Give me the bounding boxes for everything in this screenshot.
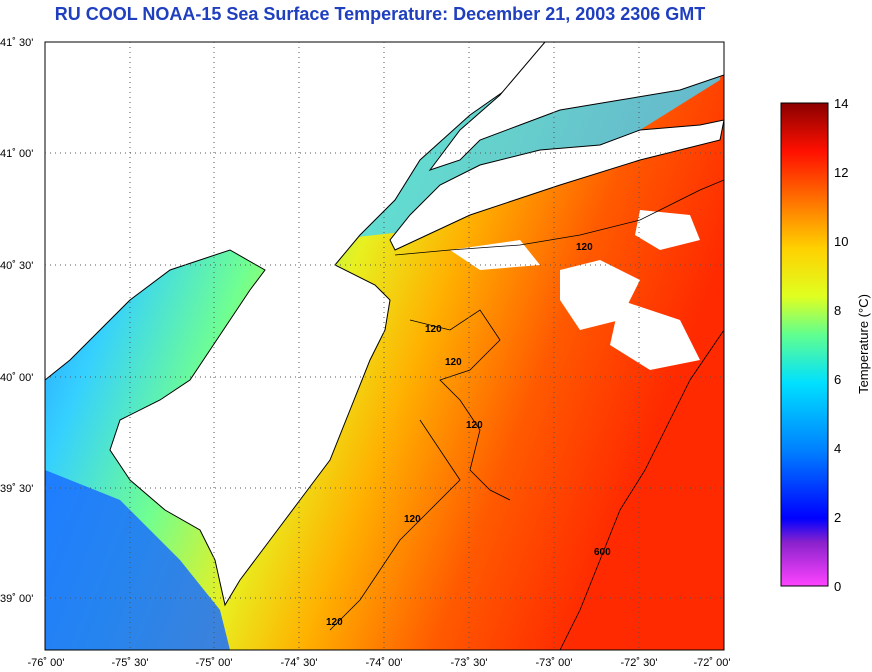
graticule [45,42,724,650]
lat-label: 41˚ 00' [0,148,33,160]
lon-label: -74˚ 00' [366,657,403,669]
lon-label: -72˚ 00' [694,657,731,669]
colorbar-tick-label: 8 [834,303,841,318]
colorbar-tick-label: 14 [834,96,848,111]
cloud-mask [635,210,700,250]
contour-label: 120 [445,357,462,368]
colorbar-tick-label: 2 [834,510,841,525]
contour-label: 600 [594,547,611,558]
cloud-mask [450,240,540,270]
lon-label: -76˚ 00' [28,657,65,669]
lon-label: -75˚ 00' [196,657,233,669]
colorbar-tick-label: 6 [834,372,841,387]
land-mass [45,42,546,607]
map-area [45,42,724,650]
lon-label: -73˚ 00' [536,657,573,669]
connecticut-shore [428,42,724,171]
lat-label: 41˚ 30' [0,37,33,49]
colorbar-ticks: 14 12 10 8 6 4 2 0 [834,96,848,594]
map-title: RU COOL NOAA-15 Sea Surface Temperature:… [54,4,706,24]
cloud-mask [610,300,700,370]
contour-label: 120 [404,514,421,525]
lon-label: -75˚ 30' [112,657,149,669]
lon-label: -73˚ 30' [451,657,488,669]
colorbar-label: Temperature (°C) [856,294,871,394]
isobath-120-c [329,419,461,631]
lon-label: -74˚ 30' [281,657,318,669]
isobath-120-a [394,179,724,256]
lat-label: 39˚ 00' [0,593,33,605]
colorbar-tick-label: 4 [834,441,841,456]
colorbar-tick-label: 10 [834,234,848,249]
contour-label: 120 [466,420,483,431]
colorbar-tick-label: 0 [834,579,841,594]
contour-label: 120 [326,617,343,628]
lon-label: -72˚ 30' [621,657,658,669]
lat-label: 39˚ 30' [0,483,33,495]
isobath-120-b [409,309,511,501]
delaware-bay-cold-water [45,470,230,650]
colorbar [780,102,829,587]
contour-label: 120 [576,242,593,253]
isobath-600 [559,329,724,650]
contour-label: 120 [425,324,442,335]
lat-label: 40˚ 00' [0,372,33,384]
lat-label: 40˚ 30' [0,260,33,272]
colorbar-tick-label: 12 [834,165,848,180]
